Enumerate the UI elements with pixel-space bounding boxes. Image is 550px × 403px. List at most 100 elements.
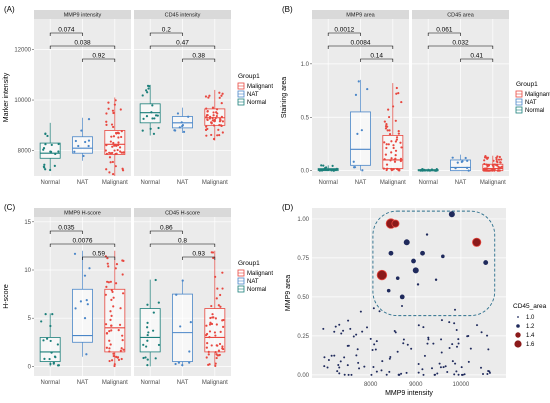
data-point <box>352 160 355 163</box>
x-tick-label: Malignant <box>102 380 128 386</box>
scatter-point <box>338 323 341 326</box>
data-point <box>357 80 360 83</box>
data-point <box>211 316 214 319</box>
data-point <box>174 129 177 132</box>
scatter-point <box>381 360 384 363</box>
significance-bracket <box>149 230 183 234</box>
p-value-label: 0.0084 <box>351 40 371 47</box>
scatter-point <box>375 340 378 343</box>
data-point <box>383 120 386 123</box>
x-tick-label: NAT <box>77 180 89 186</box>
scatter-point <box>440 338 443 341</box>
data-point <box>385 146 388 150</box>
scatter-point <box>427 336 430 339</box>
data-point <box>215 356 218 360</box>
data-point <box>205 134 208 137</box>
data-point <box>212 111 215 114</box>
data-point <box>214 334 217 337</box>
data-point <box>146 339 149 342</box>
data-point <box>214 351 217 354</box>
data-point <box>387 115 391 119</box>
scatter-point <box>352 335 355 338</box>
scatter-point <box>405 371 408 374</box>
scatter-point <box>426 342 429 345</box>
highlight-point <box>441 254 445 259</box>
data-point <box>57 142 60 146</box>
data-point <box>456 161 459 164</box>
data-point <box>177 361 181 364</box>
data-point <box>216 112 219 115</box>
scatter-point <box>371 348 374 351</box>
data-point <box>114 131 118 135</box>
legend-label: NAT <box>247 92 259 98</box>
data-point <box>109 161 112 164</box>
panel-letter-d: (D) <box>282 203 293 212</box>
data-point <box>500 165 503 168</box>
data-point <box>147 87 150 90</box>
data-point <box>108 171 111 174</box>
legend: Group1 Malignant NAT Normal <box>237 260 273 293</box>
scatter-point <box>469 347 472 350</box>
data-point <box>119 108 122 111</box>
p-value-label: 0.2 <box>162 27 171 34</box>
size-legend-label: 1.6 <box>526 342 535 348</box>
facet-strip <box>34 208 131 217</box>
p-value-label: 0.93 <box>192 251 205 258</box>
data-point <box>44 168 47 171</box>
data-point <box>182 130 186 133</box>
data-point <box>395 86 398 90</box>
data-point <box>105 143 108 147</box>
data-point <box>385 122 388 126</box>
data-point <box>51 313 54 316</box>
data-point <box>142 356 145 360</box>
data-point <box>144 356 147 359</box>
data-point <box>121 273 124 276</box>
scatter-point <box>455 370 458 373</box>
data-point <box>107 281 110 284</box>
data-point <box>212 124 216 127</box>
data-point <box>214 317 217 320</box>
data-point <box>221 271 224 274</box>
data-point <box>157 343 161 347</box>
data-point <box>394 154 397 157</box>
data-point <box>219 293 222 297</box>
scatter-point <box>463 373 466 376</box>
significance-bracket <box>360 58 394 62</box>
data-point <box>399 157 403 160</box>
scatter-point <box>389 355 392 358</box>
data-point <box>121 167 124 170</box>
data-point <box>157 126 160 130</box>
data-point <box>46 134 49 138</box>
data-point <box>52 362 55 365</box>
data-point <box>219 330 222 333</box>
data-point <box>332 169 335 172</box>
data-point <box>205 332 209 336</box>
data-point <box>57 150 60 153</box>
data-point <box>82 154 85 158</box>
scatter-point <box>330 354 333 357</box>
scatter-point <box>373 343 376 346</box>
data-point <box>42 148 45 151</box>
data-point <box>218 342 222 346</box>
data-point <box>210 322 214 326</box>
significance-bracket <box>182 256 216 260</box>
data-point <box>397 92 400 95</box>
scatter-point <box>486 372 489 375</box>
scatter-point <box>369 337 372 340</box>
data-point <box>188 350 191 353</box>
p-value-label: 0.86 <box>160 225 173 232</box>
y-tick-label: 1.0 <box>301 62 310 68</box>
legend-label: NAT <box>247 279 259 285</box>
data-point <box>394 149 398 152</box>
panel-letter-b: (B) <box>282 5 293 14</box>
facet-strip-label: MMP9 H-score <box>64 211 101 217</box>
data-point <box>382 167 386 170</box>
data-point <box>399 159 402 163</box>
data-point <box>112 305 115 308</box>
facet-strip <box>134 10 231 19</box>
data-point <box>151 104 154 107</box>
data-point <box>104 149 107 152</box>
